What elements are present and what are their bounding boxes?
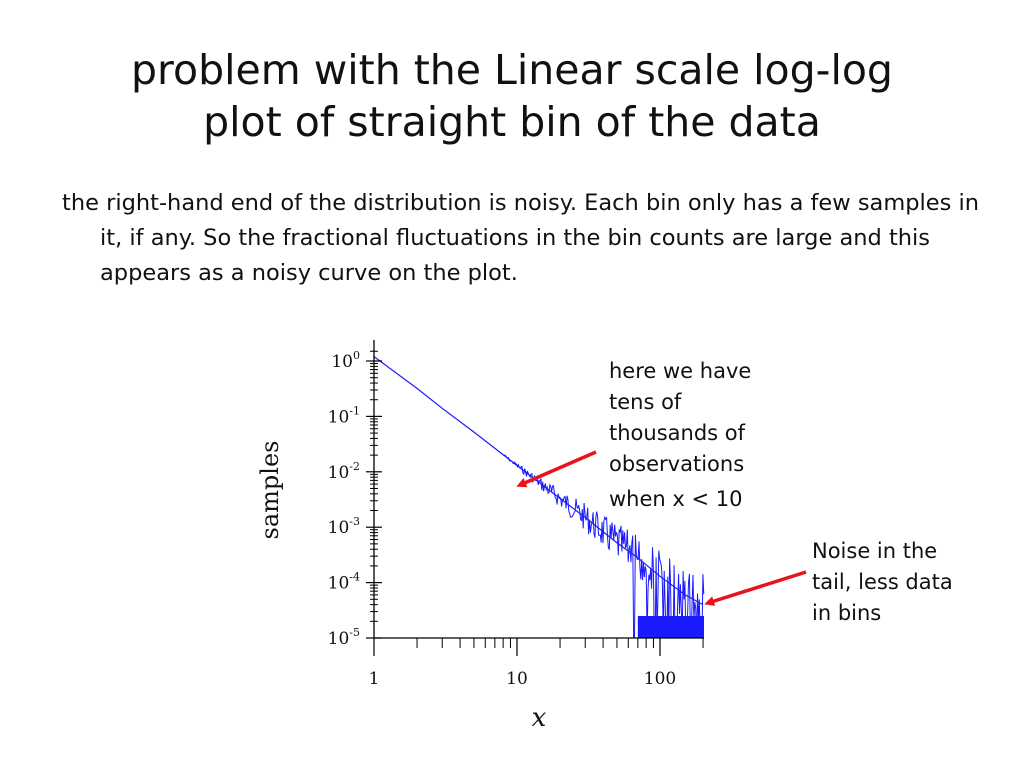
- x-axis-label: x: [532, 703, 547, 733]
- annotation-high-counts: here we have tens of thousands of observati…: [609, 356, 799, 515]
- y-tick-label: 100: [331, 349, 360, 372]
- x-tick-label: 10: [506, 669, 528, 689]
- annotation-noisy-tail-line-2: tail, less data: [812, 570, 953, 594]
- y-tick-label: 10-4: [328, 571, 360, 594]
- annotation-high-counts-line-4: observations: [609, 452, 745, 476]
- title-line-1: problem with the Linear scale log-log: [131, 46, 893, 94]
- y-tick-label: 10-1: [328, 404, 360, 427]
- annotation-high-counts-line-5: when x < 10: [609, 487, 743, 511]
- x-tick-label: 100: [644, 669, 676, 689]
- y-tick-label: 10-2: [328, 460, 360, 483]
- annotation-high-counts-line-2: tens of: [609, 390, 682, 414]
- slide-body-text: the right-hand end of the distribution i…: [62, 190, 980, 286]
- annotation-noisy-tail: Noise in the tail, less data in bins: [812, 536, 1012, 629]
- slide-title: problem with the Linear scale log-log pl…: [0, 44, 1024, 148]
- x-tick-label: 1: [369, 669, 380, 689]
- annotation-high-counts-line-3: thousands of: [609, 421, 746, 445]
- y-tick-label: 10-5: [328, 626, 360, 649]
- plot-axes: 100 10-1 10-2 10-3 10-4 10-5 1 10 100 x samples: [256, 340, 704, 733]
- y-axis-label: samples: [256, 441, 284, 540]
- annotation-noisy-tail-line-3: in bins: [812, 601, 882, 625]
- arrow-to-head: [516, 450, 597, 488]
- annotation-high-counts-line-1: here we have: [609, 359, 752, 383]
- annotation-noisy-tail-line-1: Noise in the: [812, 539, 938, 563]
- arrow-to-tail: [704, 570, 807, 606]
- annotation-arrows: [516, 450, 807, 606]
- y-tick-label: 10-3: [328, 515, 360, 538]
- title-line-2: plot of straight bin of the data: [203, 98, 821, 146]
- series-floor-band: [637, 616, 704, 638]
